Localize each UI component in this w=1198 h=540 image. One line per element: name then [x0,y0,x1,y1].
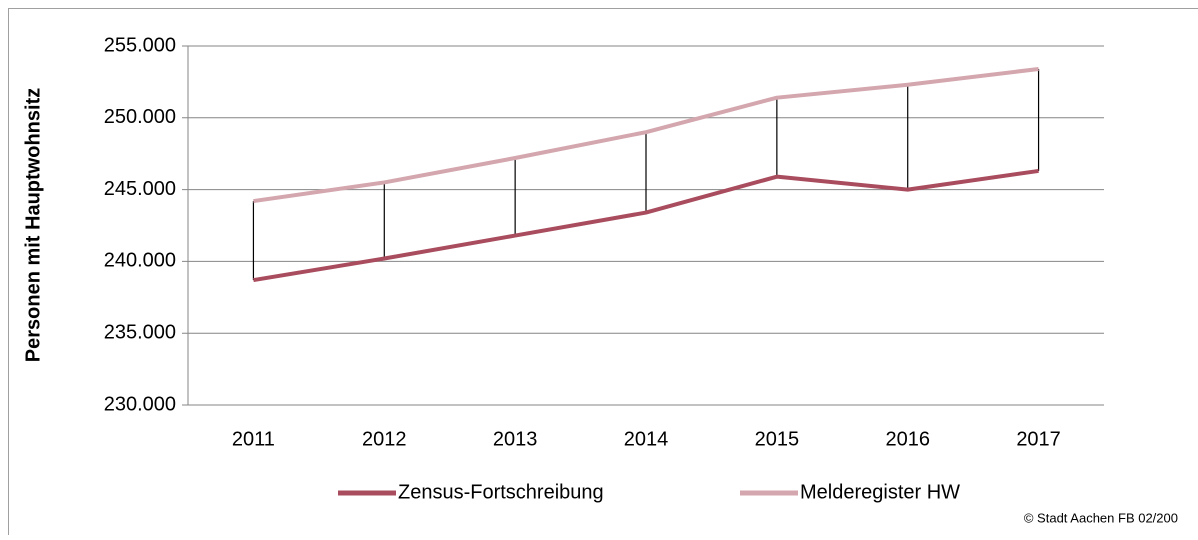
y-tick-label: 255.000 [104,34,176,56]
y-axis-title: Personen mit Hauptwohnsitz [22,88,44,362]
legend-label: Zensus-Fortschreibung [398,481,604,503]
y-tick-label: 245.000 [104,178,176,200]
x-tick-label: 2012 [362,428,407,450]
copyright-note: © Stadt Aachen FB 02/200 [1024,510,1178,525]
y-tick-label: 240.000 [104,250,176,272]
frame [9,9,1198,536]
legend-label: Melderegister HW [800,481,960,503]
x-tick-label: 2015 [755,428,800,450]
y-tick-label: 250.000 [104,106,176,128]
x-tick-label: 2011 [232,428,275,450]
y-tick-label: 230.000 [104,393,176,415]
x-tick-label: 2016 [885,428,930,450]
x-tick-label: 2013 [493,428,538,450]
x-tick-label: 2017 [1016,428,1061,450]
x-tick-label: 2014 [624,428,669,450]
y-tick-label: 235.000 [104,321,176,343]
